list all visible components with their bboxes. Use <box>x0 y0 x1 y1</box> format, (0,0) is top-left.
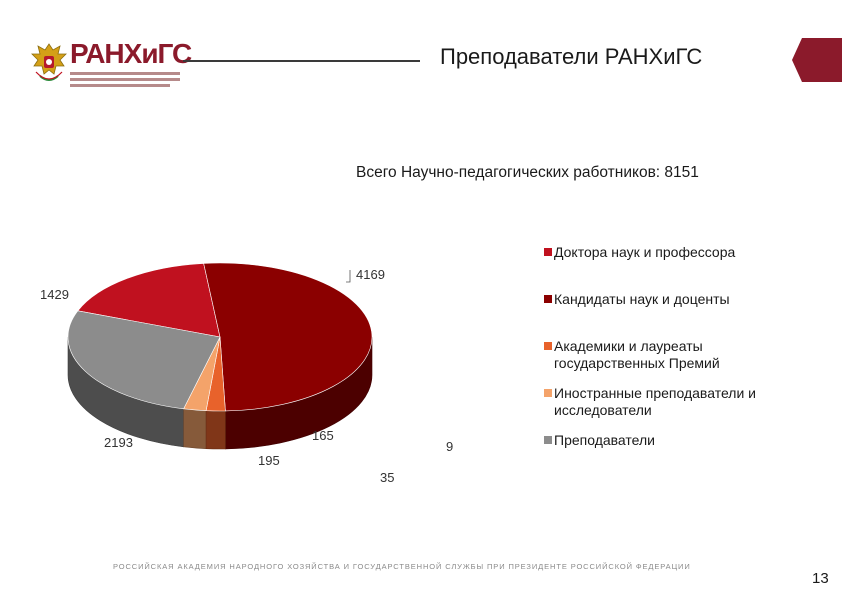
legend-swatch <box>544 295 552 303</box>
header-divider <box>183 60 420 62</box>
legend-swatch <box>544 342 552 350</box>
data-label-doctors: 1429 <box>40 287 69 302</box>
data-label-extra: 9 <box>446 439 454 454</box>
logo-subline <box>70 84 170 87</box>
pie-slice-side <box>183 408 207 450</box>
logo-subline <box>70 78 180 81</box>
slide-title: Преподаватели РАНХиГС <box>440 44 703 69</box>
legend-item: Преподаватели <box>544 432 655 449</box>
eagle-emblem-icon <box>31 43 67 81</box>
legend-item: Академики и лауреаты государственных Пре… <box>544 338 764 372</box>
chart-subtitle: Всего Научно-педагогических работников: … <box>356 164 699 181</box>
data-label-foreign: 195 <box>258 453 280 468</box>
legend-label: Преподаватели <box>554 432 655 448</box>
legend-label: Академики и лауреаты государственных Пре… <box>554 338 720 371</box>
data-label-extra: 35 <box>380 470 395 485</box>
page-number: 13 <box>812 570 829 587</box>
brand-name: РАНХиГС <box>70 38 192 69</box>
pie-slice-0 <box>77 263 221 338</box>
legend-label: Иностранные преподаватели и исследовател… <box>554 385 756 418</box>
legend-item: Кандидаты наук и доценты <box>544 291 730 308</box>
ranepa-logo: РАНХиГС <box>26 38 192 88</box>
legend-label: Кандидаты наук и доценты <box>554 291 730 307</box>
data-label-candidates: 4169 <box>356 267 385 282</box>
legend-swatch <box>544 248 552 256</box>
legend-item: Иностранные преподаватели и исследовател… <box>544 385 804 419</box>
corner-tab <box>792 38 842 82</box>
pie-slice-1 <box>203 262 373 412</box>
pie-slice-side <box>205 410 226 450</box>
logo-subline <box>70 72 180 75</box>
pie-slice-4 <box>67 310 221 410</box>
legend-swatch <box>544 389 552 397</box>
data-label-teachers: 2193 <box>104 435 133 450</box>
footer-text: РОССИЙСКАЯ АКАДЕМИЯ НАРОДНОГО ХОЗЯЙСТВА … <box>113 562 691 571</box>
data-label-academicians: 165 <box>312 428 334 443</box>
legend-swatch <box>544 436 552 444</box>
legend-item: Доктора наук и профессора <box>544 244 735 261</box>
legend-label: Доктора наук и профессора <box>554 244 736 260</box>
